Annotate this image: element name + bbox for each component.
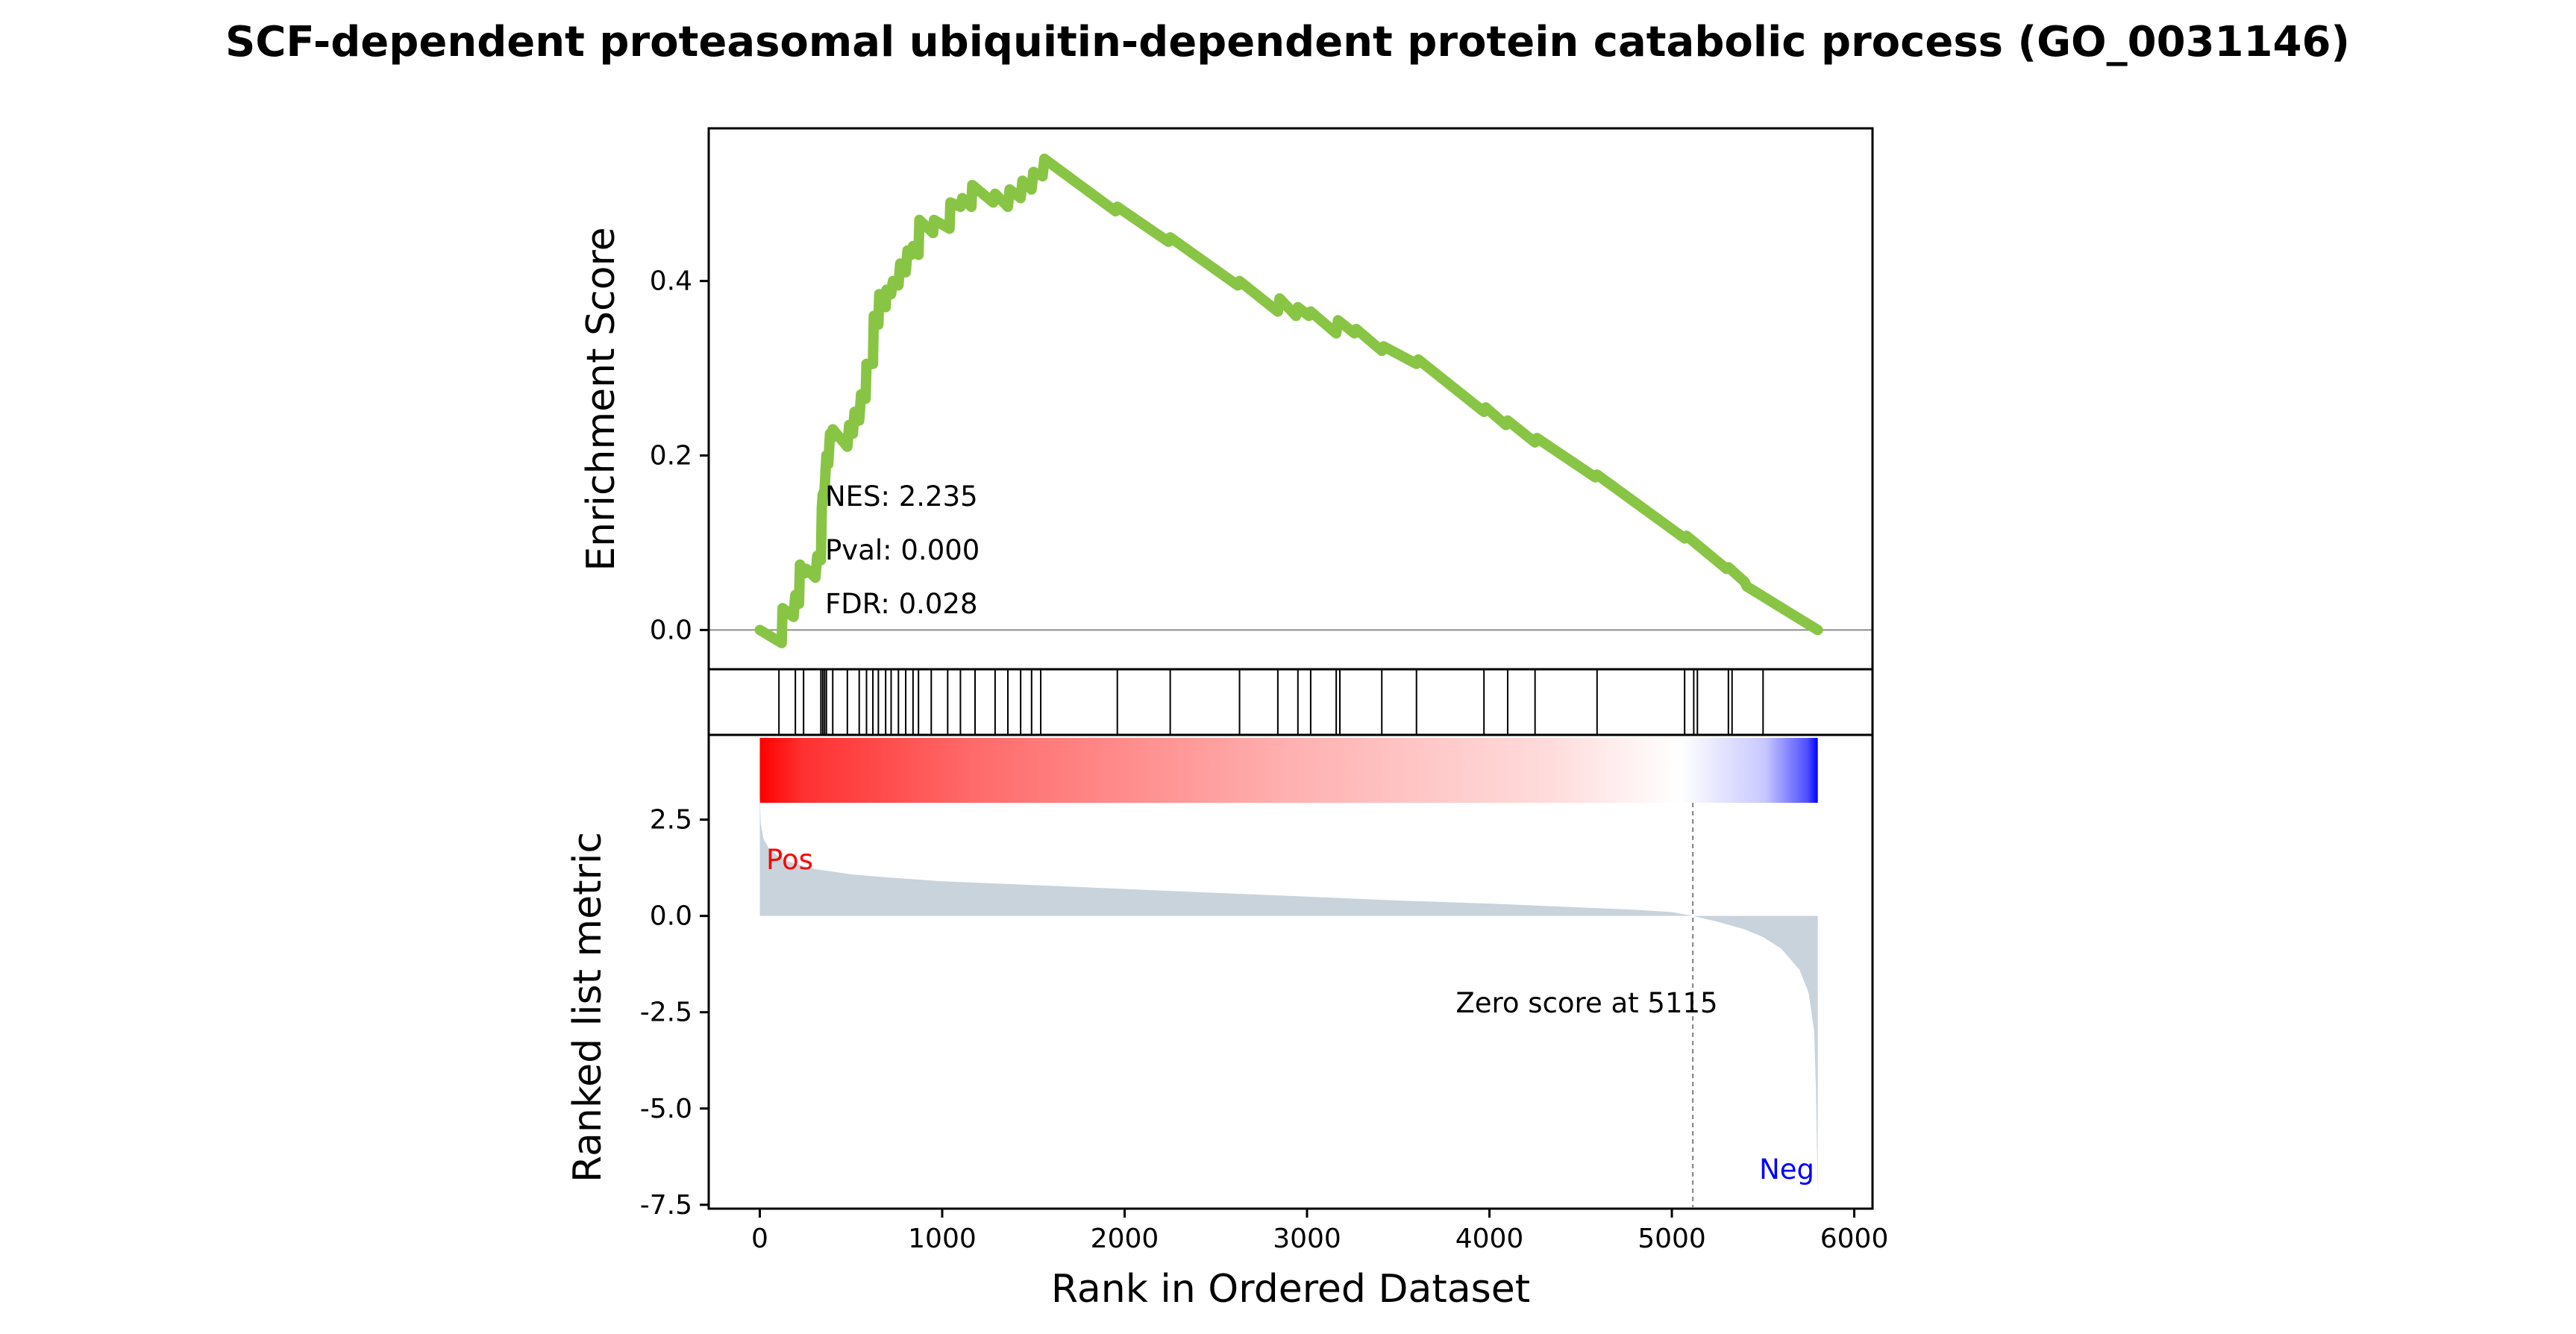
es-y-tick-label: 0.2 bbox=[650, 441, 692, 472]
metric-y-tick-label: -5.0 bbox=[640, 1094, 692, 1124]
x-tick-label: 6000 bbox=[1820, 1224, 1889, 1254]
zero-score-label: Zero score at 5115 bbox=[1455, 987, 1717, 1019]
pos-label: Pos bbox=[766, 844, 813, 876]
enrichment-panel: 0.0 0.2 0.4 Enrichment Score NES: 2.235 Pv… bbox=[579, 127, 1874, 671]
es-y-axis: 0.0 0.2 0.4 bbox=[650, 266, 709, 645]
x-axis-label: Rank in Ordered Dataset bbox=[1051, 1267, 1530, 1312]
pval-label: Pval: 0.000 bbox=[825, 534, 980, 566]
x-tick-label: 3000 bbox=[1273, 1224, 1341, 1254]
metric-y-tick-label: 0.0 bbox=[650, 901, 692, 932]
x-tick-label: 0 bbox=[751, 1224, 768, 1254]
hits-panel bbox=[707, 668, 1874, 736]
es-y-tick-label: 0.4 bbox=[650, 266, 692, 297]
metric-y-tick-label: 2.5 bbox=[650, 805, 692, 836]
hit-markers bbox=[778, 669, 1764, 735]
nes-label: NES: 2.235 bbox=[825, 480, 978, 513]
ranked-metric-panel: 2.5 0.0 -2.5 -5.0 -7.5 Ranked list metric Po… bbox=[565, 733, 1888, 1312]
fdr-label: FDR: 0.028 bbox=[825, 588, 978, 620]
ranked-metric-panel-frame bbox=[707, 733, 1874, 1210]
x-tick-label: 1000 bbox=[908, 1224, 977, 1254]
metric-y-axis: 2.5 0.0 -2.5 -5.0 -7.5 bbox=[640, 805, 709, 1221]
chart-title: SCF-dependent proteasomal ubiquitin-depe… bbox=[225, 18, 2350, 66]
x-tick-label: 4000 bbox=[1455, 1224, 1524, 1254]
x-tick-label: 5000 bbox=[1638, 1224, 1706, 1254]
x-axis: 0 1000 2000 3000 4000 5000 6000 bbox=[751, 1209, 1888, 1254]
x-tick-label: 2000 bbox=[1091, 1224, 1159, 1254]
ranked-metric-area bbox=[759, 796, 1818, 1197]
metric-y-tick-label: -2.5 bbox=[640, 998, 692, 1028]
es-y-tick-label: 0.0 bbox=[650, 615, 692, 645]
enrichment-score-line bbox=[754, 153, 1823, 648]
metric-y-axis-label: Ranked list metric bbox=[565, 832, 610, 1183]
metric-y-tick-label: -7.5 bbox=[640, 1190, 692, 1221]
es-y-axis-label: Enrichment Score bbox=[579, 227, 624, 571]
rank-colorbar bbox=[759, 738, 1818, 803]
neg-label: Neg bbox=[1759, 1153, 1814, 1186]
